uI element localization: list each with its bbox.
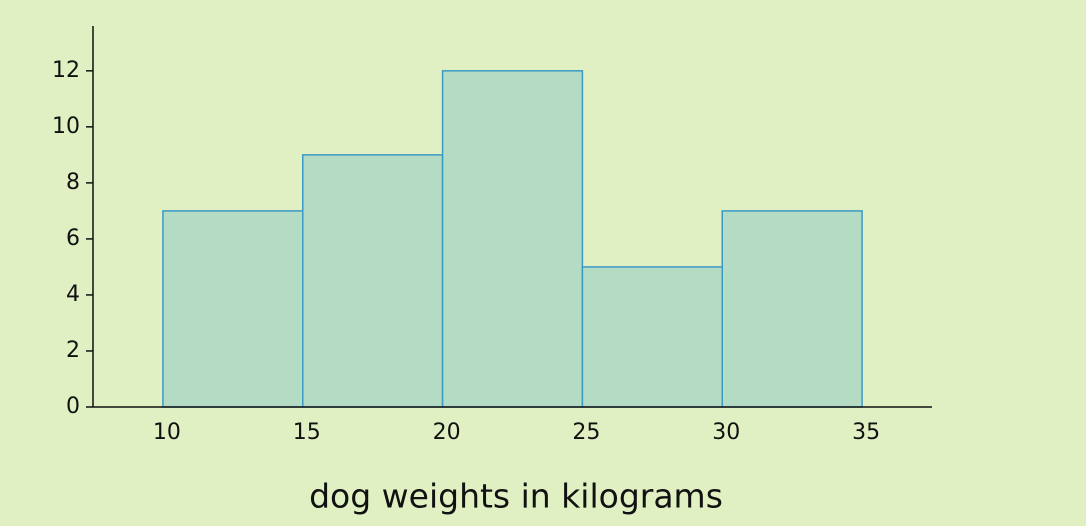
x-tick-label: 20 (433, 420, 461, 445)
x-tick-label: 25 (572, 420, 600, 445)
y-tick-label: 12 (52, 58, 80, 83)
bar (581, 266, 724, 408)
bar (441, 70, 584, 408)
y-tick-label: 6 (66, 226, 80, 251)
x-tick-label: 35 (852, 420, 880, 445)
x-tick-label: 15 (293, 420, 321, 445)
y-tick-label: 8 (66, 170, 80, 195)
y-tick-label: 2 (66, 338, 80, 363)
x-tick-label: 30 (712, 420, 740, 445)
y-tick-label: 4 (66, 282, 80, 307)
y-tick-label: 0 (66, 394, 80, 419)
x-tick-label: 10 (153, 420, 181, 445)
bar (721, 210, 863, 408)
y-tick-label: 10 (52, 114, 80, 139)
bar (162, 210, 304, 408)
x-axis-label: dog weights in kilograms (309, 477, 723, 516)
bar (302, 154, 444, 408)
